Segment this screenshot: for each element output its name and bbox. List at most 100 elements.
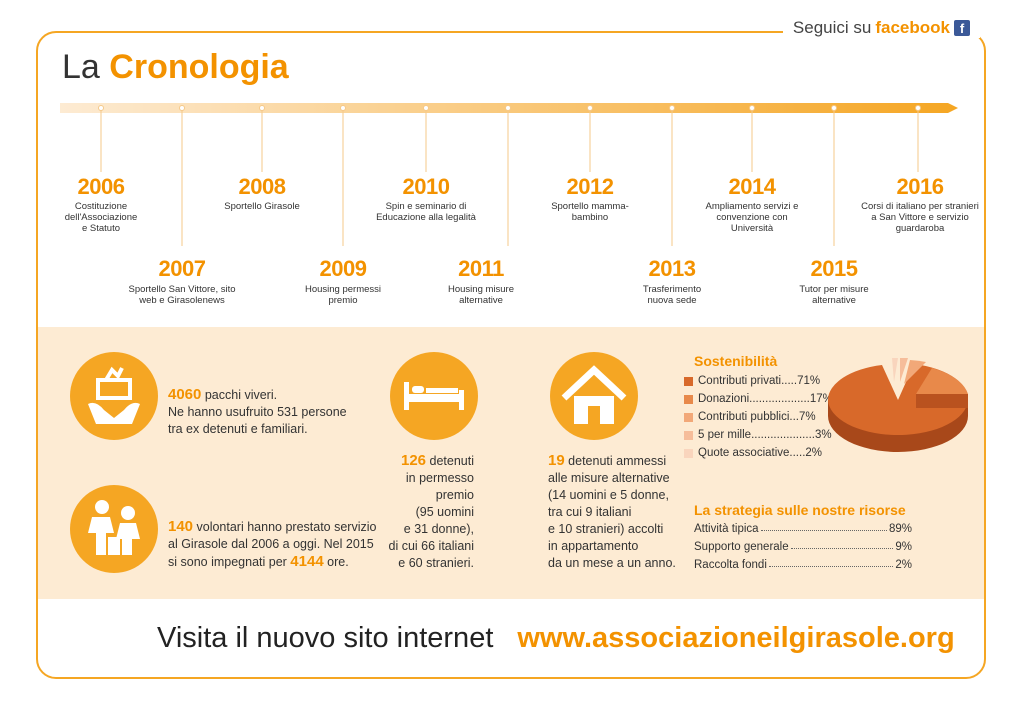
food-parcel-icon [70, 352, 158, 440]
title-prefix: La [62, 48, 100, 86]
strategy-value: 2% [895, 559, 912, 571]
year-2013: 2013 [648, 256, 696, 281]
facebook-follow[interactable]: Seguici su facebook f [782, 18, 980, 38]
det-line6: di cui 66 italiani [388, 539, 474, 553]
swatch [684, 376, 693, 386]
footer-text: Visita il nuovo sito internet [157, 622, 494, 654]
pie-slice-donazioni [916, 368, 968, 394]
alt-line7: da un mese a un anno. [548, 556, 676, 570]
stat-volunteers: 140 volontari hanno prestato servizio al… [168, 518, 376, 571]
food-line3: tra ex detenuti e familiari. [168, 422, 308, 436]
house-icon [550, 352, 638, 440]
strategy-dots [760, 523, 887, 531]
legend-contributi-pubblici: Contributi pubblici... 7% [684, 411, 816, 423]
legend-dots: ..... [781, 375, 798, 387]
legend-value: 2% [805, 447, 823, 459]
follow-text: Seguici su [792, 18, 872, 37]
legend-dots: .................... [751, 429, 815, 441]
page-title: La Cronologia [62, 48, 289, 87]
desc-2016: Corsi di italiano per stranieri a San Vi… [861, 201, 979, 234]
legend-value: 17% [809, 393, 833, 405]
legend-value: 71% [797, 375, 821, 387]
strategy-value: 89% [888, 523, 912, 535]
food-line1: pacchi viveri. [201, 388, 278, 402]
year-2011: 2011 [458, 256, 504, 281]
stat-alternative-measures: 19 detenuti ammessi alle misure alternat… [548, 452, 676, 572]
det-line5: e 31 donne), [403, 522, 474, 536]
stats-band [38, 327, 984, 599]
det-line3: premio [435, 488, 474, 502]
legend-contributi-privati: Contributi privati..... 71% [684, 375, 820, 387]
year-2009: 2009 [319, 256, 367, 281]
year-2016: 2016 [896, 174, 944, 199]
legend-donazioni: Donazioni................... 17% [684, 393, 833, 405]
desc-2009: Housing permessi premio [304, 284, 382, 306]
swatch [684, 394, 693, 404]
alt-line2: alle misure alternative [548, 471, 670, 485]
year-2010: 2010 [402, 174, 450, 199]
title-main: Cronologia [109, 48, 289, 86]
strategy-dots [790, 541, 894, 549]
footer-website: Visita il nuovo sito internet www.associa… [157, 622, 955, 655]
det-line1: detenuti [426, 454, 475, 468]
infographic-frame [36, 31, 986, 679]
alt-line3: (14 uomini e 5 donne, [548, 488, 669, 502]
strategy-label: Raccolta fondi [694, 559, 767, 571]
legend-label: Quote associative [698, 447, 790, 459]
legend-label: Contributi privati [698, 375, 782, 387]
pie-slice-donazioni-side [916, 394, 968, 408]
desc-2014: Ampliamento servizi e convenzione con Un… [705, 201, 799, 234]
legend-dots: ... [789, 411, 800, 423]
legend-label: 5 per mille [698, 429, 752, 441]
year-2012: 2012 [566, 174, 614, 199]
det-line7: e 60 stranieri. [398, 556, 474, 570]
website-link[interactable]: www.associazioneilgirasole.org [517, 622, 955, 654]
desc-2007: Sportello San Vittore, sito web e Giraso… [128, 284, 236, 306]
year-2015: 2015 [810, 256, 858, 281]
stat-detainees-permit: 126 detenuti in permesso premio (95 uomi… [382, 452, 474, 572]
det-line4: (95 uomini [415, 505, 474, 519]
legend-quote-associative: Quote associative..... 2% [684, 447, 822, 459]
strategy-row-raccolta: Raccolta fondi 2% [694, 559, 912, 571]
alt-line1: detenuti ammessi [564, 454, 667, 468]
desc-2013: Trasferimento nuova sede [642, 284, 702, 306]
alt-line5: e 10 stranieri) accolti [548, 522, 664, 536]
vol-line3-end: ore. [323, 555, 349, 569]
food-number: 4060 [168, 386, 202, 403]
strategy-value: 9% [895, 541, 912, 553]
strategy-row-attivita: Attività tipica 89% [694, 523, 912, 535]
vol-hours: 4144 [290, 553, 324, 570]
bed-icon [390, 352, 478, 440]
alt-line4: tra cui 9 italiani [548, 505, 632, 519]
desc-2015: Tutor per misure alternative [799, 284, 869, 306]
pie-slice-quote-associative [892, 357, 898, 382]
vol-line2: al Girasole dal 2006 a oggi. Nel 2015 [168, 537, 374, 551]
year-2014: 2014 [728, 174, 776, 199]
legend-label: Donazioni [698, 393, 750, 405]
legend-value: 7% [799, 411, 816, 423]
year-2008: 2008 [238, 174, 286, 199]
legend-5-per-mille: 5 per mille.................... 3% [684, 429, 832, 441]
strategy-label: Attività tipica [694, 523, 759, 535]
det-number: 126 [401, 452, 427, 469]
swatch [684, 412, 693, 422]
alt-line6: in appartamento [548, 539, 639, 553]
facebook-label: facebook [875, 18, 950, 37]
strategy-row-supporto: Supporto generale 9% [694, 541, 912, 553]
legend-value: 3% [814, 429, 832, 441]
strategy-title: La strategia sulle nostre risorse [694, 502, 906, 518]
legend-dots: ..... [789, 447, 806, 459]
facebook-icon[interactable]: f [954, 20, 970, 36]
desc-2011: Housing misure alternative [448, 284, 514, 306]
swatch [684, 448, 693, 458]
vol-line1: volontari hanno prestato servizio [193, 520, 377, 534]
desc-2006: Costituzione dell'Associazione e Statuto [64, 201, 138, 234]
desc-2008: Sportello Girasole [224, 201, 300, 212]
desc-2012: Sportello mamma-bambino [551, 201, 629, 223]
sustainability-title: Sostenibilità [694, 353, 778, 369]
legend-label: Contributi pubblici [698, 411, 790, 423]
pie-slice-contributi-pubblici [904, 360, 926, 384]
alt-number: 19 [548, 452, 565, 469]
swatch [684, 430, 693, 440]
